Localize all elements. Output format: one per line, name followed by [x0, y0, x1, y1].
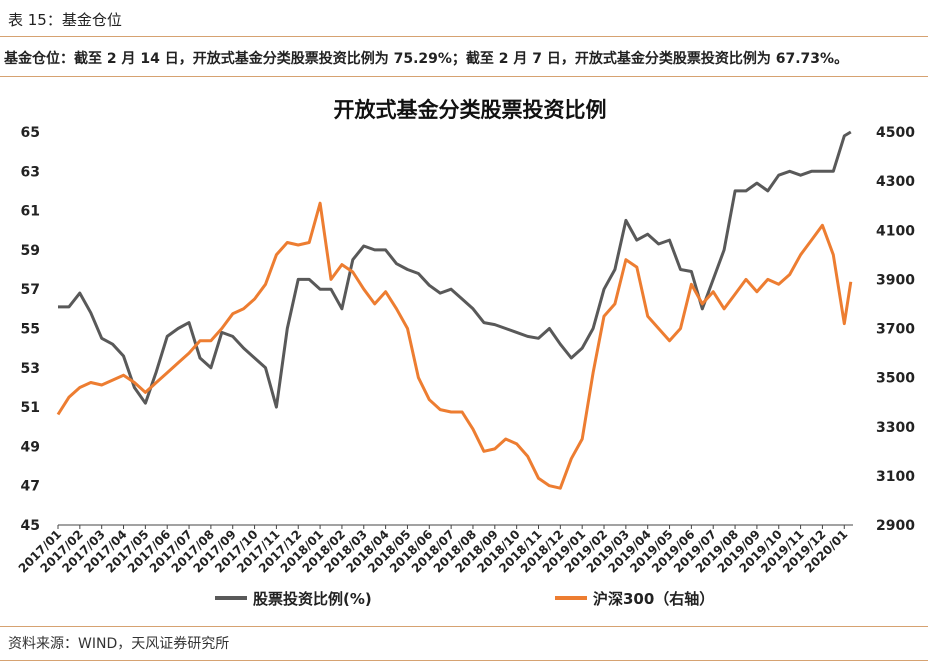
source-divider — [0, 626, 928, 627]
y-right-tick-label: 4100 — [876, 223, 915, 239]
summary-text: 基金仓位：截至 2 月 14 日，开放式基金分类股票投资比例为 75.29%；截… — [4, 51, 849, 67]
y-right-tick-label: 3500 — [876, 371, 915, 387]
y-left-tick-label: 63 — [21, 164, 40, 180]
legend-label: 沪深300（右轴） — [593, 590, 714, 608]
chart-title: 开放式基金分类股票投资比例 — [334, 98, 607, 122]
series-line-csi300 — [56, 201, 853, 490]
chart-area: 开放式基金分类股票投资比例 45 47 49 51 53 55 57 59 61 63 65 2900… — [16, 98, 916, 608]
table-caption: 表 15：基金仓位 — [8, 11, 122, 29]
legend: 股票投资比例(%) 沪深300（右轴） — [215, 590, 714, 608]
caption-divider — [0, 36, 928, 37]
y-left-tick-label: 65 — [21, 125, 40, 141]
y-left-tick-label: 47 — [21, 479, 40, 495]
y-right-tick-label: 3100 — [876, 469, 915, 485]
y-right-tick-label: 3700 — [876, 322, 915, 338]
y-left-tick-label: 59 — [21, 243, 40, 259]
y-right-tick-label: 2900 — [876, 518, 915, 534]
y-left-tick-label: 53 — [21, 361, 40, 377]
y-right-tick-label: 4500 — [876, 125, 915, 141]
y-left-tick-label: 61 — [21, 204, 40, 220]
source-note: 资料来源：WIND，天风证券研究所 — [8, 636, 230, 652]
y-right-tick-label: 3900 — [876, 272, 915, 288]
axes-group: 45 47 49 51 53 55 57 59 61 63 65 2900 3100 3300 3500 37… — [16, 125, 916, 576]
bottom-divider — [0, 660, 928, 661]
y-right-tick-label: 4300 — [876, 174, 915, 190]
series-group — [56, 130, 853, 490]
y-left-tick-label: 55 — [21, 322, 40, 338]
y-left-tick-label: 49 — [21, 439, 40, 455]
summary-divider — [0, 76, 928, 77]
series-line-fund-ratio — [58, 130, 852, 409]
y-right-tick-label: 3300 — [876, 420, 915, 436]
legend-label: 股票投资比例(%) — [253, 590, 372, 608]
y-left-tick-label: 51 — [21, 400, 40, 416]
y-left-tick-label: 45 — [21, 518, 40, 534]
y-left-tick-label: 57 — [21, 282, 40, 298]
